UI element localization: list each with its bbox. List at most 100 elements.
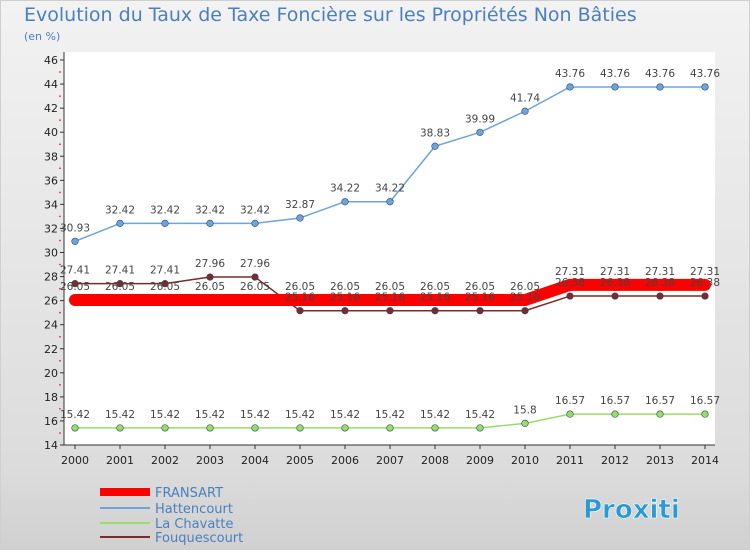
- data-label-fransart: 26.05: [60, 281, 90, 293]
- data-label-hattencourt: 43.76: [555, 68, 585, 80]
- data-label-hattencourt: 41.74: [510, 92, 540, 104]
- data-point-fransart: [654, 278, 666, 291]
- data-point-fouquescourt: [116, 280, 124, 288]
- data-point-hattencourt: [521, 107, 529, 115]
- data-label-fransart: 26.05: [330, 281, 360, 293]
- y-minor-dot: [59, 287, 61, 290]
- data-point-fransart: [294, 294, 306, 307]
- data-point-fransart: [609, 278, 621, 291]
- data-point-hattencourt: [701, 83, 709, 91]
- y-minor-dot: [59, 359, 61, 362]
- data-point-la-chavatte: [521, 419, 529, 427]
- data-point-fouquescourt: [161, 280, 169, 288]
- chart-title: Evolution du Taux de Taxe Foncière sur l…: [24, 4, 637, 26]
- y-minor-dot: [59, 143, 61, 146]
- data-label-hattencourt: 32.42: [150, 204, 180, 216]
- data-label-la-chavatte: 15.42: [240, 409, 270, 421]
- data-label-fouquescourt: 27.96: [195, 258, 225, 270]
- data-labels: 30.93 32.42 32.42 32.42 32.42 32.87 34.22 34.22…: [60, 68, 720, 421]
- y-tick-label: 24: [44, 319, 58, 332]
- x-tick-label: 2002: [151, 454, 179, 467]
- data-point-fransart: [114, 294, 126, 307]
- data-point-hattencourt: [431, 142, 439, 150]
- data-point-fransart: [204, 294, 216, 307]
- data-point-fransart: [249, 294, 261, 307]
- data-label-fransart: 26.05: [420, 281, 450, 293]
- data-point-fransart: [429, 294, 441, 307]
- y-tick-label: 22: [44, 343, 58, 356]
- data-label-fransart: 26.05: [465, 281, 495, 293]
- data-label-hattencourt: 38.83: [420, 127, 450, 139]
- data-label-hattencourt: 43.76: [600, 68, 630, 80]
- y-minor-dot: [59, 95, 61, 97]
- data-point-la-chavatte: [206, 424, 214, 432]
- data-point-hattencourt: [296, 214, 304, 222]
- data-label-fouquescourt: 25.16: [285, 292, 315, 304]
- data-point-la-chavatte: [341, 424, 349, 432]
- data-label-hattencourt: 30.93: [60, 222, 90, 234]
- data-label-la-chavatte: 15.42: [285, 409, 315, 421]
- logo-text: Proxiti: [583, 495, 680, 525]
- data-point-fouquescourt: [701, 292, 709, 300]
- data-label-hattencourt: 34.22: [330, 183, 360, 195]
- x-tick-label: 2013: [646, 454, 674, 467]
- data-label-fouquescourt: 27.96: [240, 258, 270, 270]
- data-point-fouquescourt: [386, 307, 394, 315]
- data-point-fouquescourt: [431, 307, 439, 315]
- data-label-fouquescourt: 27.41: [150, 265, 180, 277]
- x-tick-label: 2003: [196, 454, 224, 467]
- data-label-fransart: 26.05: [240, 281, 270, 293]
- axes: 14 16 18 20 22 24 26 28 30 32 34 36 38 40 42 44 46 2000 20…: [44, 52, 719, 467]
- data-label-hattencourt: 32.42: [195, 204, 225, 216]
- y-minor-dot: [59, 71, 61, 73]
- data-label-fouquescourt: 26.38: [555, 277, 585, 289]
- data-point-hattencourt: [386, 198, 394, 206]
- data-point-hattencourt: [476, 128, 484, 136]
- x-tick-label: 2014: [691, 454, 719, 467]
- data-label-hattencourt: 32.42: [240, 204, 270, 216]
- data-label-fransart: 27.31: [555, 266, 585, 278]
- y-tick-label: 18: [44, 391, 58, 404]
- data-label-la-chavatte: 15.42: [330, 409, 360, 421]
- data-label-fransart: 26.05: [285, 281, 315, 293]
- data-label-fransart: 26.05: [510, 281, 540, 293]
- data-label-la-chavatte: 16.57: [690, 395, 720, 407]
- y-minor-dot: [59, 383, 61, 386]
- proxiti-logo: Proxiti: [583, 495, 680, 526]
- y-minor-dot: [59, 263, 61, 266]
- y-minor-dot: [59, 167, 61, 170]
- data-label-hattencourt: 32.42: [105, 204, 135, 216]
- x-tick-label: 2005: [286, 454, 314, 467]
- x-tick-label: 2006: [331, 454, 359, 467]
- data-label-fouquescourt: 25.16: [420, 292, 450, 304]
- y-minor-dot: [59, 191, 61, 194]
- data-point-fouquescourt: [476, 307, 484, 315]
- data-label-fransart: 26.05: [375, 281, 405, 293]
- data-label-fransart: 27.31: [600, 266, 630, 278]
- y-minor-dot: [59, 408, 61, 410]
- data-point-la-chavatte: [431, 424, 439, 432]
- data-label-la-chavatte: 16.57: [555, 395, 585, 407]
- x-tick-label: 2001: [106, 454, 134, 467]
- data-label-la-chavatte: 15.42: [420, 409, 450, 421]
- data-label-fransart: 26.05: [105, 281, 135, 293]
- data-point-fouquescourt: [656, 292, 664, 300]
- plot-area: [64, 52, 715, 445]
- data-point-fouquescourt: [341, 307, 349, 315]
- data-label-fouquescourt: 25.16: [465, 292, 495, 304]
- data-label-fouquescourt: 25.16: [510, 292, 540, 304]
- x-tick-label: 2012: [601, 454, 629, 467]
- data-point-fransart: [69, 294, 81, 307]
- data-point-la-chavatte: [296, 424, 304, 432]
- y-minor-dot: [59, 311, 61, 314]
- y-tick-label: 20: [44, 367, 58, 380]
- data-point-la-chavatte: [476, 424, 484, 432]
- data-point-hattencourt: [71, 237, 79, 245]
- data-label-hattencourt: 43.76: [645, 68, 675, 80]
- y-tick-label: 30: [44, 247, 58, 260]
- data-label-fouquescourt: 25.16: [330, 292, 360, 304]
- data-label-la-chavatte: 15.42: [150, 409, 180, 421]
- y-tick-label: 34: [44, 198, 58, 211]
- legend-label-fransart: FRANSART: [155, 486, 223, 501]
